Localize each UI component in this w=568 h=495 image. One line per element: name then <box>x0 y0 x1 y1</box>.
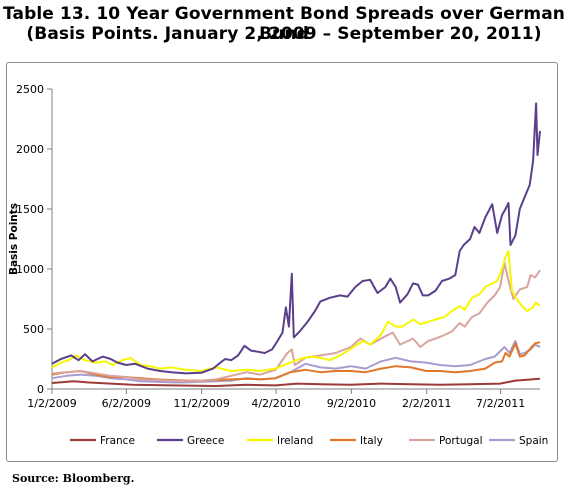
x-tick-label: 4/2/2010 <box>251 397 300 410</box>
chart-axes: 0 500 1000 1500 2000 2500 1/2/2009 6/2/2009 11/2… <box>8 83 540 410</box>
page-title: Table 13. 10 Year Government Bond Spread… <box>3 4 565 44</box>
x-tick-label: 2/2/2011 <box>402 397 451 410</box>
chart-lines <box>51 102 541 387</box>
legend-label-spain: Spain <box>519 435 548 447</box>
legend-label-france: France <box>100 435 135 447</box>
series-line-greece <box>51 102 541 375</box>
series-line-spain <box>51 340 541 384</box>
y-tick-label: 1000 <box>16 263 44 276</box>
chart-legend: France Greece Ireland Italy Portugal Spain <box>70 435 548 447</box>
legend-label-italy: Italy <box>360 435 383 447</box>
page-subtitle: (Basis Points. January 2, 2009 – Septemb… <box>26 24 542 44</box>
legend-label-portugal: Portugal <box>439 435 483 447</box>
source-note: Source: Bloomberg. <box>12 472 135 485</box>
y-tick-label: 0 <box>37 383 44 396</box>
x-tick-label: 9/2/2010 <box>327 397 376 410</box>
y-tick-label: 2500 <box>16 83 44 96</box>
x-tick-label: 6/2/2009 <box>102 397 151 410</box>
y-tick-label: 2000 <box>16 143 44 156</box>
chart-frame <box>6 62 558 462</box>
series-line-france <box>51 377 541 387</box>
series-line-ireland <box>51 250 541 372</box>
y-tick-label: 1500 <box>16 203 44 216</box>
series-line-portugal <box>51 262 541 383</box>
x-tick-label: 1/2/2009 <box>27 397 76 410</box>
y-axis-title: Basis Points <box>8 203 20 275</box>
x-tick-label: 7/2/2011 <box>476 397 525 410</box>
legend-label-ireland: Ireland <box>277 435 313 447</box>
y-tick-label: 500 <box>23 323 44 336</box>
legend-label-greece: Greece <box>187 435 224 447</box>
x-tick-label: 11/2/2009 <box>173 397 229 410</box>
